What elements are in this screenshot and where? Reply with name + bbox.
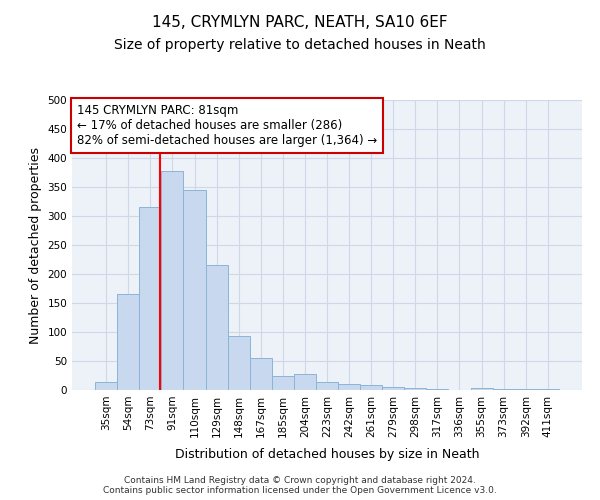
Bar <box>227 336 250 390</box>
Bar <box>470 388 493 390</box>
Bar <box>184 190 206 390</box>
Bar <box>250 358 272 390</box>
Bar <box>404 388 427 390</box>
Bar <box>206 266 227 390</box>
Bar <box>382 386 404 390</box>
Text: 145 CRYMLYN PARC: 81sqm
← 17% of detached houses are smaller (286)
82% of semi-d: 145 CRYMLYN PARC: 81sqm ← 17% of detache… <box>77 104 377 148</box>
Text: Size of property relative to detached houses in Neath: Size of property relative to detached ho… <box>114 38 486 52</box>
Text: 145, CRYMLYN PARC, NEATH, SA10 6EF: 145, CRYMLYN PARC, NEATH, SA10 6EF <box>152 15 448 30</box>
Bar <box>139 208 161 390</box>
Bar <box>161 171 184 390</box>
Bar <box>427 389 448 390</box>
Y-axis label: Number of detached properties: Number of detached properties <box>29 146 42 344</box>
Bar <box>272 376 294 390</box>
Bar <box>537 389 559 390</box>
Bar <box>316 382 338 390</box>
Bar <box>95 382 117 390</box>
Bar <box>294 374 316 390</box>
Bar <box>117 294 139 390</box>
Bar <box>360 386 382 390</box>
Text: Contains HM Land Registry data © Crown copyright and database right 2024.
Contai: Contains HM Land Registry data © Crown c… <box>103 476 497 495</box>
Bar <box>338 384 360 390</box>
X-axis label: Distribution of detached houses by size in Neath: Distribution of detached houses by size … <box>175 448 479 461</box>
